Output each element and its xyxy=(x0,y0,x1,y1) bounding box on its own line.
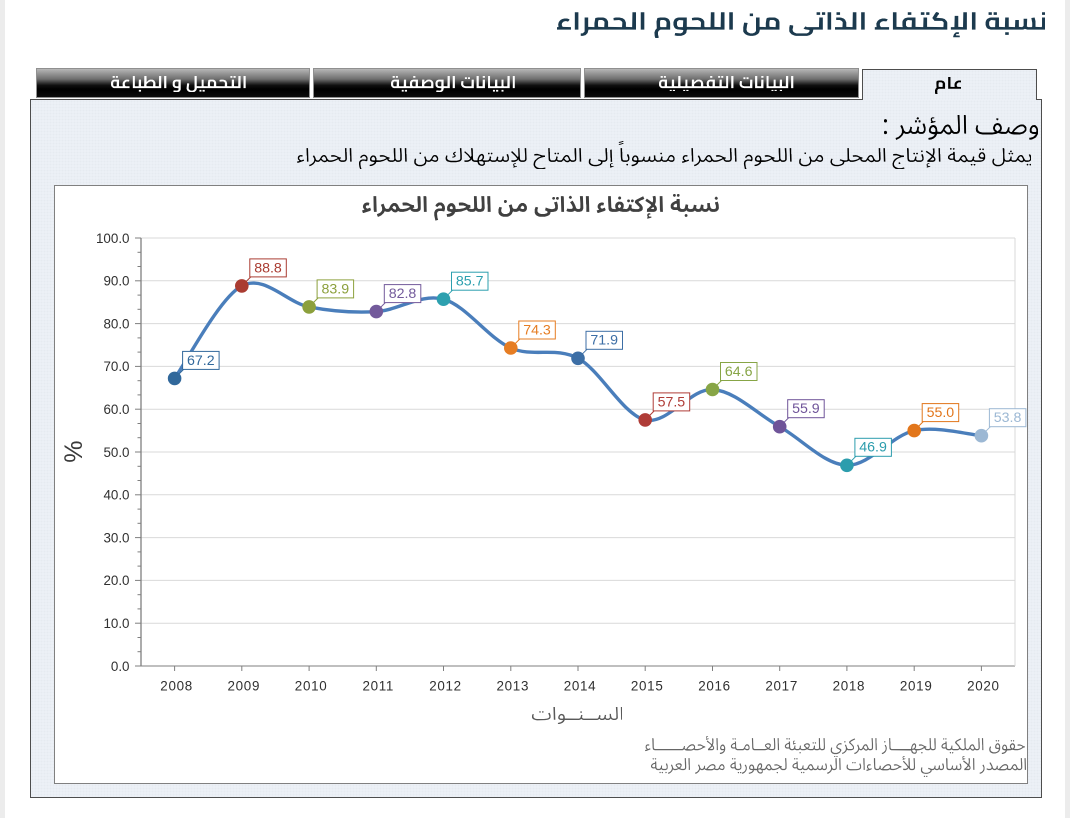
svg-text:55.9: 55.9 xyxy=(792,401,820,417)
svg-text:40.0: 40.0 xyxy=(103,488,129,503)
svg-text:2018: 2018 xyxy=(833,679,866,694)
svg-text:2010: 2010 xyxy=(295,679,328,694)
svg-text:90.0: 90.0 xyxy=(103,274,129,289)
svg-text:2012: 2012 xyxy=(429,679,462,694)
svg-text:82.8: 82.8 xyxy=(389,286,417,302)
svg-text:2017: 2017 xyxy=(765,679,798,694)
svg-text:2013: 2013 xyxy=(497,679,530,694)
svg-text:74.3: 74.3 xyxy=(523,322,551,338)
svg-text:46.9: 46.9 xyxy=(859,440,887,456)
svg-text:83.9: 83.9 xyxy=(321,281,349,297)
svg-text:2014: 2014 xyxy=(564,679,597,694)
svg-text:85.7: 85.7 xyxy=(456,274,484,290)
svg-text:55.0: 55.0 xyxy=(927,405,955,421)
svg-text:100.0: 100.0 xyxy=(96,231,130,246)
svg-text:67.2: 67.2 xyxy=(187,353,215,369)
svg-text:2011: 2011 xyxy=(362,679,394,694)
svg-text:71.9: 71.9 xyxy=(590,333,618,349)
svg-text:60.0: 60.0 xyxy=(103,402,129,417)
svg-text:64.6: 64.6 xyxy=(725,364,753,380)
svg-text:2019: 2019 xyxy=(900,679,933,694)
svg-text:70.0: 70.0 xyxy=(103,359,129,374)
svg-text:80.0: 80.0 xyxy=(103,316,129,331)
svg-text:2015: 2015 xyxy=(631,679,664,694)
svg-text:2016: 2016 xyxy=(698,679,731,694)
svg-text:50.0: 50.0 xyxy=(103,445,129,460)
svg-text:30.0: 30.0 xyxy=(103,530,129,545)
svg-text:20.0: 20.0 xyxy=(103,573,129,588)
svg-text:53.8: 53.8 xyxy=(994,410,1022,426)
svg-text:10.0: 10.0 xyxy=(103,616,129,631)
svg-text:2008: 2008 xyxy=(160,679,193,694)
svg-text:57.5: 57.5 xyxy=(658,394,686,410)
svg-text:2009: 2009 xyxy=(228,679,261,694)
svg-text:88.8: 88.8 xyxy=(254,260,282,276)
svg-text:2020: 2020 xyxy=(967,679,1000,694)
svg-text:0.0: 0.0 xyxy=(111,659,130,674)
svg-text:%: % xyxy=(60,440,88,462)
